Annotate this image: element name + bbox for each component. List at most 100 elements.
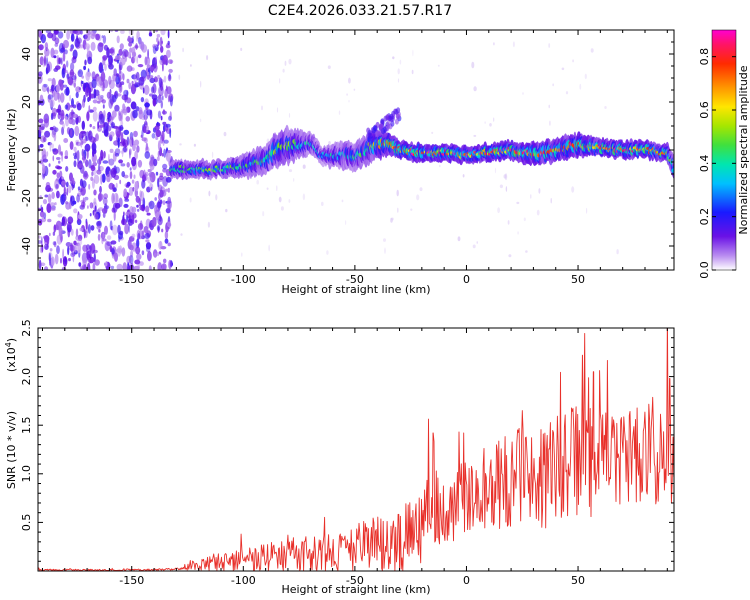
noise-speckle <box>72 152 78 157</box>
noise-speckle <box>89 123 92 128</box>
colorbar-ticks: 0.0 0.2 0.4 0.6 0.8 <box>698 48 736 279</box>
noise-speckle <box>81 201 86 208</box>
noise-speckle <box>206 55 209 61</box>
noise-speckle <box>168 72 171 80</box>
x-tick-label: 50 <box>571 273 585 286</box>
noise-speckle <box>139 39 143 49</box>
noise-speckle <box>52 231 56 236</box>
noise-speckle <box>85 159 89 168</box>
noise-speckle <box>561 67 565 71</box>
noise-speckle <box>118 159 123 164</box>
noise-speckle <box>47 193 52 204</box>
noise-speckle <box>63 84 68 88</box>
noise-speckle <box>167 94 171 103</box>
noise-speckle <box>99 124 104 128</box>
noise-speckle <box>38 235 41 239</box>
noise-speckle <box>39 210 45 218</box>
noise-speckle <box>162 109 166 115</box>
noise-speckle <box>155 30 159 33</box>
noise-speckle <box>57 144 62 155</box>
noise-speckle <box>90 225 95 231</box>
noise-speckle <box>348 100 350 103</box>
noise-speckle <box>153 158 158 167</box>
noise-speckle <box>129 205 134 216</box>
noise-speckle <box>58 79 63 87</box>
noise-speckle <box>571 186 575 193</box>
noise-speckle <box>122 73 125 81</box>
noise-speckle <box>82 169 85 175</box>
noise-speckle <box>99 185 102 194</box>
noise-speckle <box>59 120 64 125</box>
noise-speckle <box>345 220 347 225</box>
noise-speckle <box>69 94 71 102</box>
noise-speckle <box>62 51 66 62</box>
snr-panel: -150 -100 -50 0 50 0.5 1.0 1.5 2.0 2.5 Height of … <box>4 319 675 596</box>
noise-speckle <box>57 31 64 39</box>
noise-speckle <box>471 61 475 69</box>
noise-speckle <box>76 37 82 44</box>
noise-speckle <box>44 194 49 198</box>
noise-speckle <box>40 236 43 247</box>
noise-speckle <box>65 116 69 127</box>
noise-speckle <box>141 179 146 189</box>
noise-speckle <box>70 128 73 137</box>
noise-speckle <box>137 208 140 212</box>
colorbar: 0.0 0.2 0.4 0.6 0.8 Normalized spectral ampl… <box>698 29 750 279</box>
noise-speckle <box>73 160 77 168</box>
noise-speckle <box>130 250 134 258</box>
noise-speckle <box>200 80 202 88</box>
noise-speckle <box>51 148 57 152</box>
noise-speckle <box>133 174 136 179</box>
noise-speckle <box>88 257 91 264</box>
y-tick-label: 1.0 <box>20 465 33 483</box>
noise-speckle <box>111 110 117 118</box>
x-tick-label: -150 <box>119 574 144 587</box>
noise-speckle <box>96 225 101 230</box>
noise-speckle <box>58 226 63 238</box>
noise-speckle <box>39 143 44 148</box>
noise-speckle <box>163 75 167 83</box>
noise-speckle <box>118 236 121 243</box>
noise-speckle <box>58 57 62 65</box>
noise-speckle <box>97 233 101 241</box>
noise-speckle <box>590 48 594 53</box>
noise-speckle <box>106 47 110 58</box>
noise-speckle <box>110 240 117 245</box>
noise-speckle <box>157 140 161 151</box>
noise-speckle <box>78 188 83 193</box>
noise-speckle <box>118 110 121 116</box>
noise-speckle <box>138 107 143 115</box>
noise-speckle <box>124 223 129 235</box>
noise-speckle <box>77 69 84 78</box>
noise-speckle <box>44 235 50 243</box>
y-tick-label: 0.5 <box>20 514 33 532</box>
noise-speckle <box>102 160 109 164</box>
noise-speckle <box>92 106 97 112</box>
noise-speckle <box>165 44 171 49</box>
noise-speckle <box>127 37 133 42</box>
noise-speckle <box>54 37 60 45</box>
noise-speckle <box>113 210 116 221</box>
noise-speckle <box>91 71 96 80</box>
x-tick-label: 0 <box>463 574 470 587</box>
noise-speckle <box>66 187 69 196</box>
noise-speckle <box>131 80 134 86</box>
noise-speckle <box>146 109 153 116</box>
noise-speckle <box>110 122 115 129</box>
noise-speckle <box>163 148 167 158</box>
noise-speckle <box>53 49 59 55</box>
noise-speckle <box>138 54 142 59</box>
noise-speckle <box>38 207 42 212</box>
noise-speckle <box>41 83 48 93</box>
noise-speckle <box>158 175 164 180</box>
noise-speckle <box>56 166 63 170</box>
y-tick-label: 2.0 <box>20 368 33 386</box>
noise-speckle <box>69 48 73 52</box>
noise-speckle <box>99 62 103 72</box>
noise-speckle <box>137 64 144 68</box>
noise-speckle <box>46 203 52 214</box>
noise-speckle <box>84 33 91 42</box>
noise-speckle <box>153 252 157 258</box>
noise-speckle <box>154 197 157 201</box>
snr-scale-suffix: ) <box>5 338 18 342</box>
